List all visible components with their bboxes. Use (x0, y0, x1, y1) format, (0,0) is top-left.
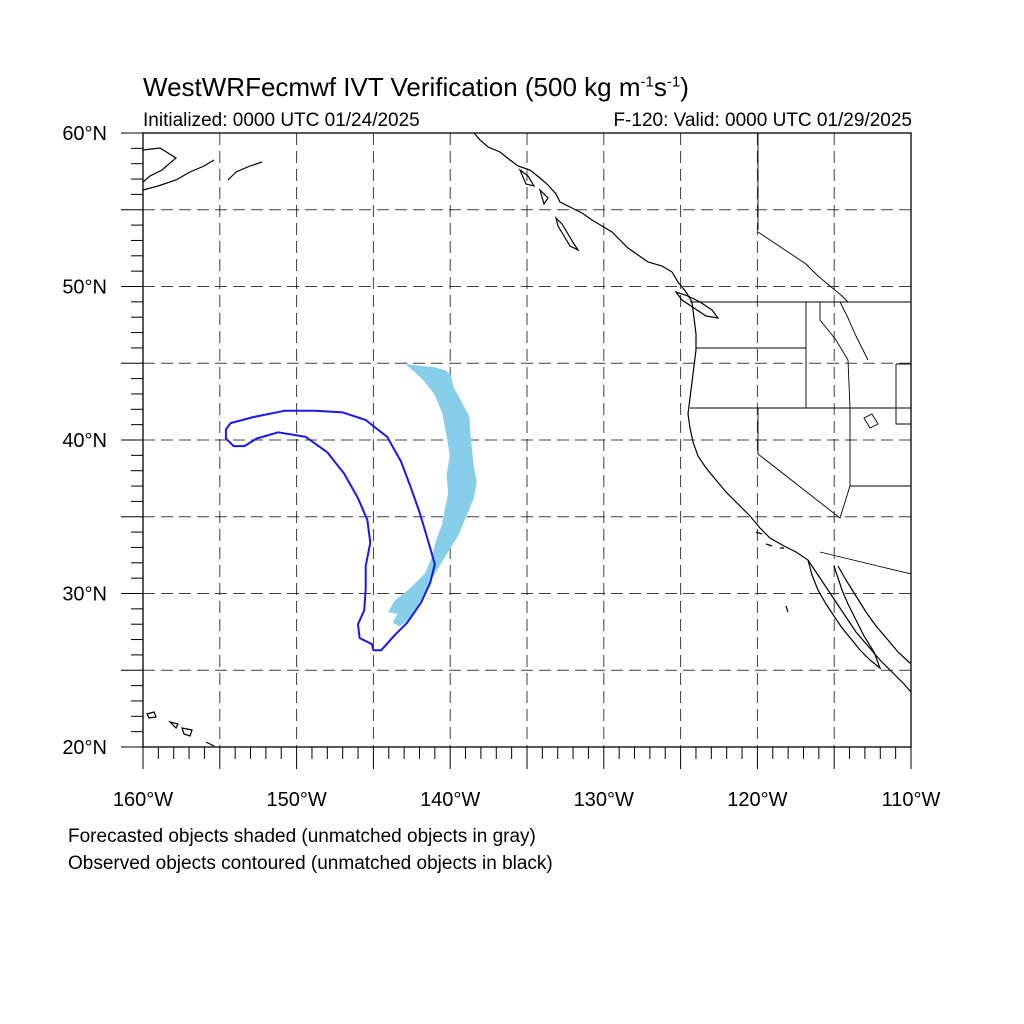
footer-note-forecast: Forecasted objects shaded (unmatched obj… (68, 826, 536, 847)
lon-tick-label: 160°W (113, 789, 173, 811)
chart-title: WestWRFecmwf IVT Verification (500 kg m-… (143, 72, 689, 102)
lat-tick-label: 30°N (62, 584, 107, 606)
state-borders (690, 133, 911, 575)
island-hawaii (146, 711, 215, 747)
coastline-north-america (473, 133, 911, 693)
forecast-object-shaded (388, 364, 477, 627)
island-alaska-pan (518, 168, 549, 206)
lon-tick-label: 150°W (266, 789, 326, 811)
graticule (143, 133, 911, 747)
lat-tick-label: 60°N (62, 123, 107, 145)
footer-note-observed: Observed objects contoured (unmatched ob… (68, 853, 553, 874)
axis-ticks (121, 132, 912, 769)
init-time-label: Initialized: 0000 UTC 01/24/2025 (143, 110, 420, 131)
lat-tick-label: 20°N (62, 737, 107, 759)
lon-tick-label: 140°W (420, 789, 480, 811)
coastline-baja (807, 559, 882, 670)
coastline-alaska (143, 147, 263, 191)
lat-tick-label: 50°N (62, 277, 107, 299)
mountain-lines (757, 231, 869, 361)
island-vancouver (674, 290, 720, 319)
lat-tick-label: 40°N (62, 430, 107, 452)
observed-objects (224, 409, 436, 652)
island-haida-gwaii (554, 216, 580, 252)
valid-time-label: F-120: Valid: 0000 UTC 01/29/2025 (613, 110, 912, 131)
lon-tick-label: 120°W (727, 789, 787, 811)
lon-tick-label: 110°W (882, 789, 941, 811)
great-lakes-salt (863, 413, 879, 429)
island-channel (755, 531, 789, 613)
forecast-objects (388, 364, 477, 627)
coastlines (143, 133, 911, 747)
lon-tick-label: 130°W (574, 789, 634, 811)
observed-object-contour (224, 409, 436, 652)
axis-labels: 160°W 150°W 140°W 130°W 120°W 110°W 60°N 50°N 40… (62, 123, 940, 811)
coastline-mexico (837, 565, 911, 665)
